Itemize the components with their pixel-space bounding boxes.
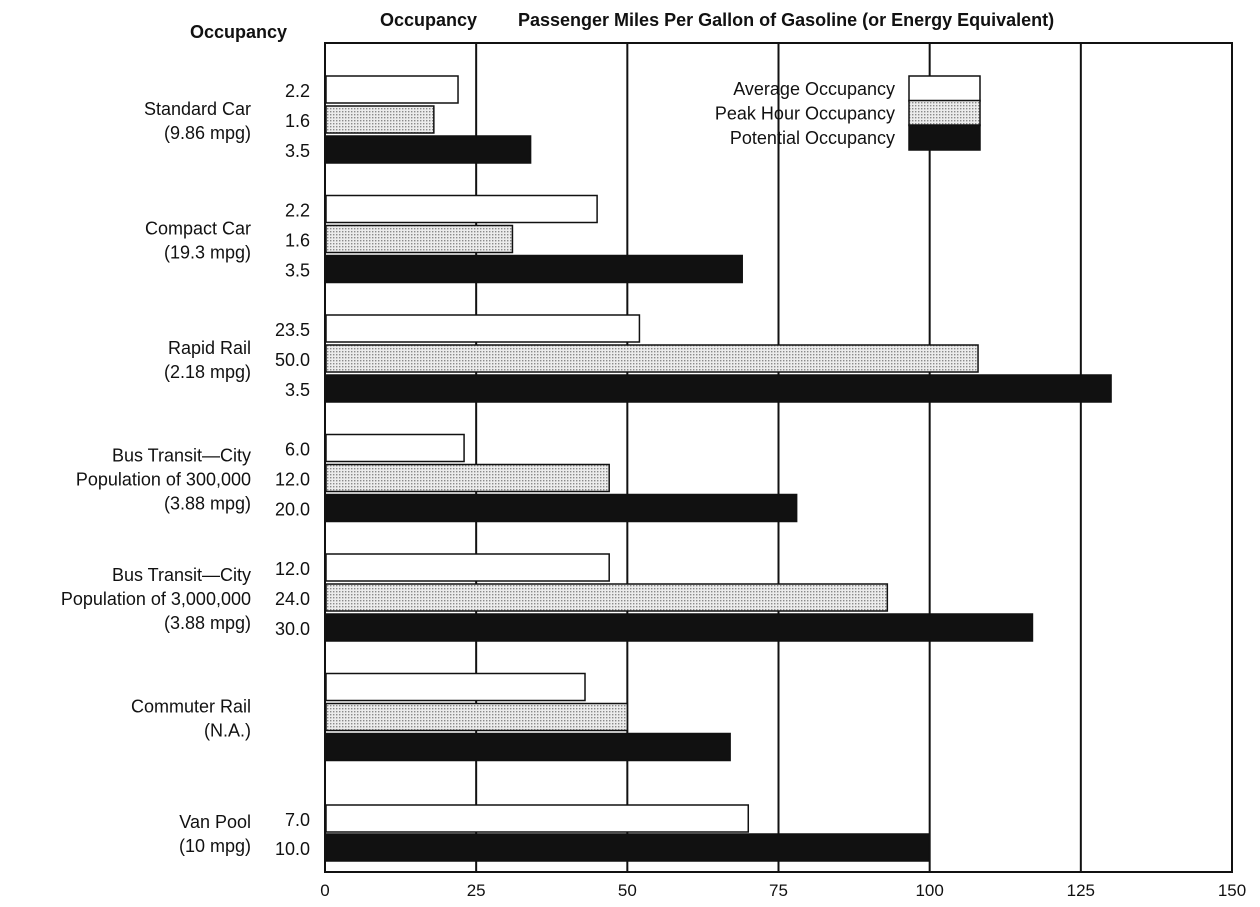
bar-peak [325,224,514,254]
bar-potential [325,135,532,164]
category-label: Rapid Rail [168,338,251,358]
bar-peak [325,463,610,493]
bar-average [325,75,459,104]
category-label: Standard Car [144,99,251,119]
category-label: (N.A.) [204,721,251,741]
legend-label: Peak Hour Occupancy [715,104,895,124]
bar-average [325,314,641,343]
occupancy-value: 2.2 [285,201,310,221]
bar-potential [325,254,743,284]
bar-peak [325,583,889,612]
legend-swatch-peak [908,99,981,127]
bar-average [325,804,750,833]
bar-average [325,433,465,463]
occupancy-value: 1.6 [285,231,310,251]
occupancy-value: 3.5 [285,380,310,400]
category-label: (9.86 mpg) [164,123,251,143]
occupancy-value: 1.6 [285,111,310,131]
occupancy-value: 30.0 [275,619,310,639]
occupancy-value: 24.0 [275,589,310,609]
occupancy-value: 12.0 [275,559,310,579]
occupancy-value: 23.5 [275,320,310,340]
x-tick-label: 75 [769,881,788,900]
bar-potential [325,493,798,523]
occupancy-column-header: Occupancy [190,22,287,42]
bar-peak [325,105,435,134]
category-label: Population of 3,000,000 [61,589,251,609]
legend-swatch-potential [908,124,981,151]
bar-average [325,553,610,582]
bar-peak [325,702,629,732]
bar-peak [325,344,979,373]
legend-label: Potential Occupancy [730,128,895,148]
category-label: Bus Transit—City [112,565,251,585]
category-label: Commuter Rail [131,697,251,717]
occupancy-value: 20.0 [275,500,310,520]
bar-average [325,194,598,224]
occupancy-value: 3.5 [285,261,310,281]
bar-potential [325,833,931,862]
plot-frame [324,42,1233,873]
plot-area: 2.2 1.6 3.5 Standard Car (9.86 mpg) 2.2 1.6 3.5… [61,42,1246,900]
x-tick-label: 125 [1067,881,1095,900]
occupancy-value: 50.0 [275,350,310,370]
occupancy-value: 12.0 [275,470,310,490]
x-tick-label: 150 [1218,881,1246,900]
occupancy-title-prefix: Occupancy [380,10,477,30]
bar-average [325,672,586,702]
occupancy-value: 7.0 [285,810,310,830]
bar-potential [325,374,1112,403]
x-tick-label: 25 [467,881,486,900]
occupancy-value: 6.0 [285,440,310,460]
bar-potential [325,732,731,762]
category-label: Bus Transit—City [112,446,251,466]
category-label: Van Pool [179,812,251,832]
category-label: (10 mpg) [179,836,251,856]
category-label: (3.88 mpg) [164,494,251,514]
category-label: Compact Car [145,219,251,239]
x-tick-label: 50 [618,881,637,900]
category-label: Population of 300,000 [76,470,251,490]
occupancy-value: 3.5 [285,141,310,161]
legend-label: Average Occupancy [733,79,895,99]
chart-title: Passenger Miles Per Gallon of Gasoline (… [518,10,1054,30]
occupancy-value: 2.2 [285,81,310,101]
category-label: (19.3 mpg) [164,243,251,263]
occupancy-value: 10.0 [275,839,310,859]
legend-swatch-average [908,75,981,102]
x-tick-label: 0 [320,881,329,900]
x-tick-label: 100 [915,881,943,900]
category-label: (2.18 mpg) [164,362,251,382]
category-label: (3.88 mpg) [164,613,251,633]
bar-potential [325,613,1034,642]
